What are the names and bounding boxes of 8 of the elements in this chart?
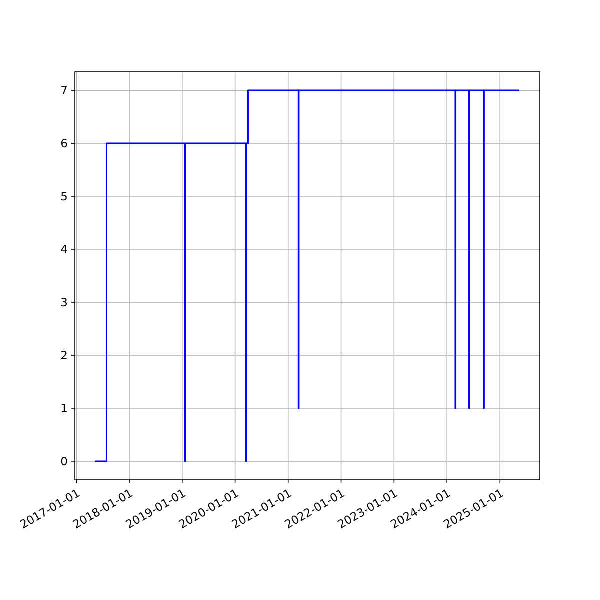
y-tick-label: 6 (60, 136, 68, 151)
y-tick-label: 1 (60, 401, 68, 416)
y-tick-label: 3 (60, 295, 68, 310)
y-tick-label: 5 (60, 190, 68, 204)
y-tick-label: 2 (60, 348, 68, 362)
y-tick-label: 4 (60, 242, 68, 257)
y-tick-label: 0 (60, 454, 68, 468)
y-tick-label: 7 (60, 84, 68, 98)
